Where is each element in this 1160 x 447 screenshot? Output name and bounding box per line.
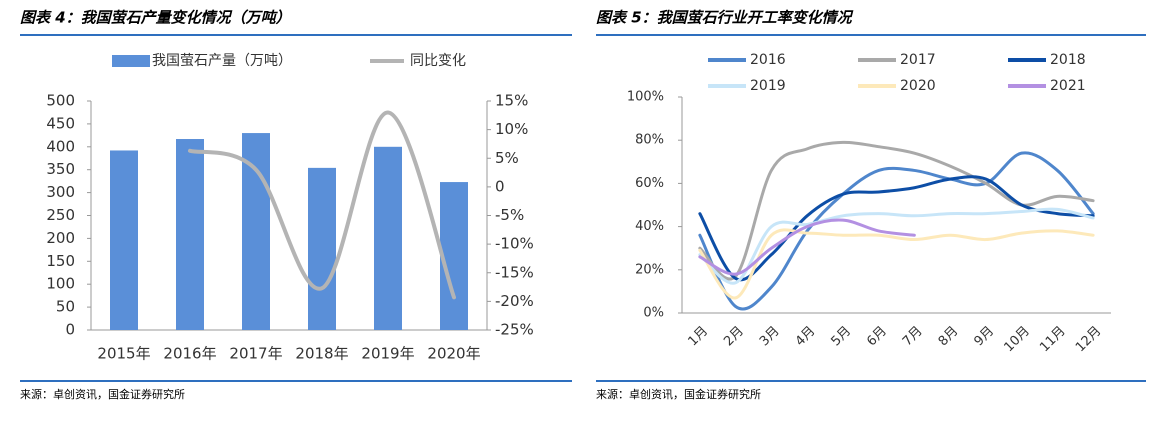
line-series bbox=[698, 228, 1095, 300]
x-tick-label: 7月 bbox=[900, 324, 926, 350]
x-tick-label: 5月 bbox=[829, 324, 855, 350]
x-tick-label: 12月 bbox=[1073, 324, 1104, 355]
x-tick-label: 2017年 bbox=[229, 345, 282, 363]
y-tick-label: 0% bbox=[643, 306, 664, 321]
legend-label: 同比变化 bbox=[410, 53, 466, 69]
bar bbox=[242, 133, 270, 330]
y2-tick-label: -5% bbox=[495, 206, 524, 224]
y-tick-label: 450 bbox=[46, 114, 75, 132]
x-tick-label: 11月 bbox=[1037, 324, 1068, 355]
x-tick-label: 1月 bbox=[686, 324, 712, 350]
y-tick-label: 50 bbox=[56, 298, 75, 316]
source: 来源：卓创资讯，国金证券研究所 bbox=[20, 387, 185, 401]
legend-swatch bbox=[112, 55, 150, 67]
line-series bbox=[698, 175, 1095, 282]
bar bbox=[374, 146, 402, 330]
x-tick-label: 2018年 bbox=[295, 345, 348, 363]
y-tick-label: 200 bbox=[46, 229, 75, 247]
x-tick-label: 4月 bbox=[793, 324, 819, 350]
legend-label: 2019 bbox=[750, 78, 786, 94]
y-tick-label: 100 bbox=[46, 275, 75, 293]
y-tick-label: 400 bbox=[46, 137, 75, 155]
y-tick-label: 100% bbox=[627, 90, 664, 105]
y-tick-label: 0 bbox=[65, 321, 75, 339]
legend-label: 2021 bbox=[1050, 78, 1086, 94]
y-tick-label: 300 bbox=[46, 183, 75, 201]
y-tick-label: 40% bbox=[635, 219, 664, 234]
bar bbox=[308, 167, 336, 330]
y-tick-label: 350 bbox=[46, 160, 75, 178]
y2-tick-label: -15% bbox=[495, 263, 534, 281]
y-tick-label: 500 bbox=[46, 92, 75, 110]
x-tick-label: 10月 bbox=[1001, 324, 1032, 355]
x-tick-label: 2015年 bbox=[97, 345, 150, 363]
y-tick-label: 150 bbox=[46, 252, 75, 270]
y2-tick-label: -20% bbox=[495, 292, 534, 310]
x-tick-label: 2月 bbox=[721, 324, 747, 350]
y2-tick-label: 0 bbox=[495, 177, 505, 195]
x-tick-label: 2019年 bbox=[361, 345, 414, 363]
y-tick-label: 20% bbox=[635, 262, 664, 277]
chart-title: 图表 4：我国萤石产量变化情况（万吨） bbox=[20, 9, 291, 27]
x-tick-label: 2020年 bbox=[427, 345, 480, 363]
x-tick-label: 2016年 bbox=[163, 345, 216, 363]
bar bbox=[176, 139, 204, 330]
x-tick-label: 3月 bbox=[757, 324, 783, 350]
line-series bbox=[698, 151, 1095, 311]
y-tick-label: 60% bbox=[635, 176, 664, 191]
legend-label: 2016 bbox=[750, 52, 786, 68]
legend-label: 2018 bbox=[1050, 52, 1086, 68]
y2-tick-label: -25% bbox=[495, 321, 534, 339]
x-tick-label: 9月 bbox=[972, 324, 998, 350]
y2-tick-label: -10% bbox=[495, 235, 534, 253]
x-tick-label: 6月 bbox=[864, 324, 890, 350]
x-tick-label: 8月 bbox=[936, 324, 962, 350]
bar bbox=[110, 150, 138, 330]
legend-label: 我国萤石产量（万吨） bbox=[152, 53, 292, 69]
line-series bbox=[698, 218, 916, 276]
legend-label: 2017 bbox=[900, 52, 936, 68]
y-tick-label: 80% bbox=[635, 133, 664, 148]
y2-tick-label: 5% bbox=[495, 149, 519, 167]
chart-title: 图表 5：我国萤石行业开工率变化情况 bbox=[596, 9, 854, 27]
line-series bbox=[698, 207, 1095, 285]
y-tick-label: 250 bbox=[46, 206, 75, 224]
line-series bbox=[188, 110, 456, 300]
bar bbox=[440, 182, 468, 330]
legend-label: 2020 bbox=[900, 78, 936, 94]
y2-tick-label: 10% bbox=[495, 120, 528, 138]
y2-tick-label: 15% bbox=[495, 92, 528, 110]
source: 来源：卓创资讯，国金证券研究所 bbox=[596, 387, 761, 401]
